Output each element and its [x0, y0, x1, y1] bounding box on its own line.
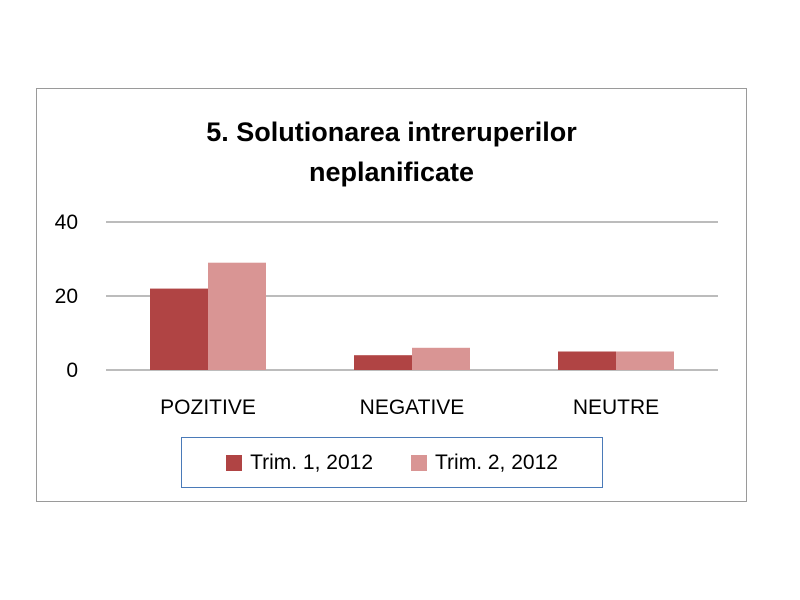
chart-title-line-1: 5. Solutionarea intreruperilor	[206, 117, 577, 147]
y-tick-label: 40	[55, 211, 78, 234]
x-category-label: POZITIVE	[160, 396, 256, 419]
bar-1	[354, 355, 412, 370]
bar-2	[412, 347, 470, 370]
x-category-label: NEGATIVE	[360, 396, 465, 419]
x-category-label: NEUTRE	[573, 396, 659, 419]
bar-2	[616, 351, 674, 370]
legend-label-series-2: Trim. 2, 2012	[435, 450, 558, 474]
bar-1	[150, 288, 208, 370]
y-tick-label: 20	[55, 285, 78, 308]
bar-2	[208, 262, 266, 370]
legend-swatch-series-2	[411, 454, 427, 471]
legend-item-series-2: Trim. 2, 2012	[411, 451, 558, 475]
legend-label-series-1: Trim. 1, 2012	[250, 450, 373, 474]
legend-item-series-1: Trim. 1, 2012	[226, 451, 373, 475]
y-tick-label: 0	[66, 359, 78, 382]
bar-1	[558, 351, 616, 370]
chart-legend: Trim. 1, 2012 Trim. 2, 2012	[181, 437, 603, 488]
chart-title: 5. Solutionarea intreruperilor neplanifi…	[36, 112, 747, 192]
legend-swatch-series-1	[226, 454, 243, 471]
chart-title-line-2: neplanificate	[308, 157, 475, 187]
